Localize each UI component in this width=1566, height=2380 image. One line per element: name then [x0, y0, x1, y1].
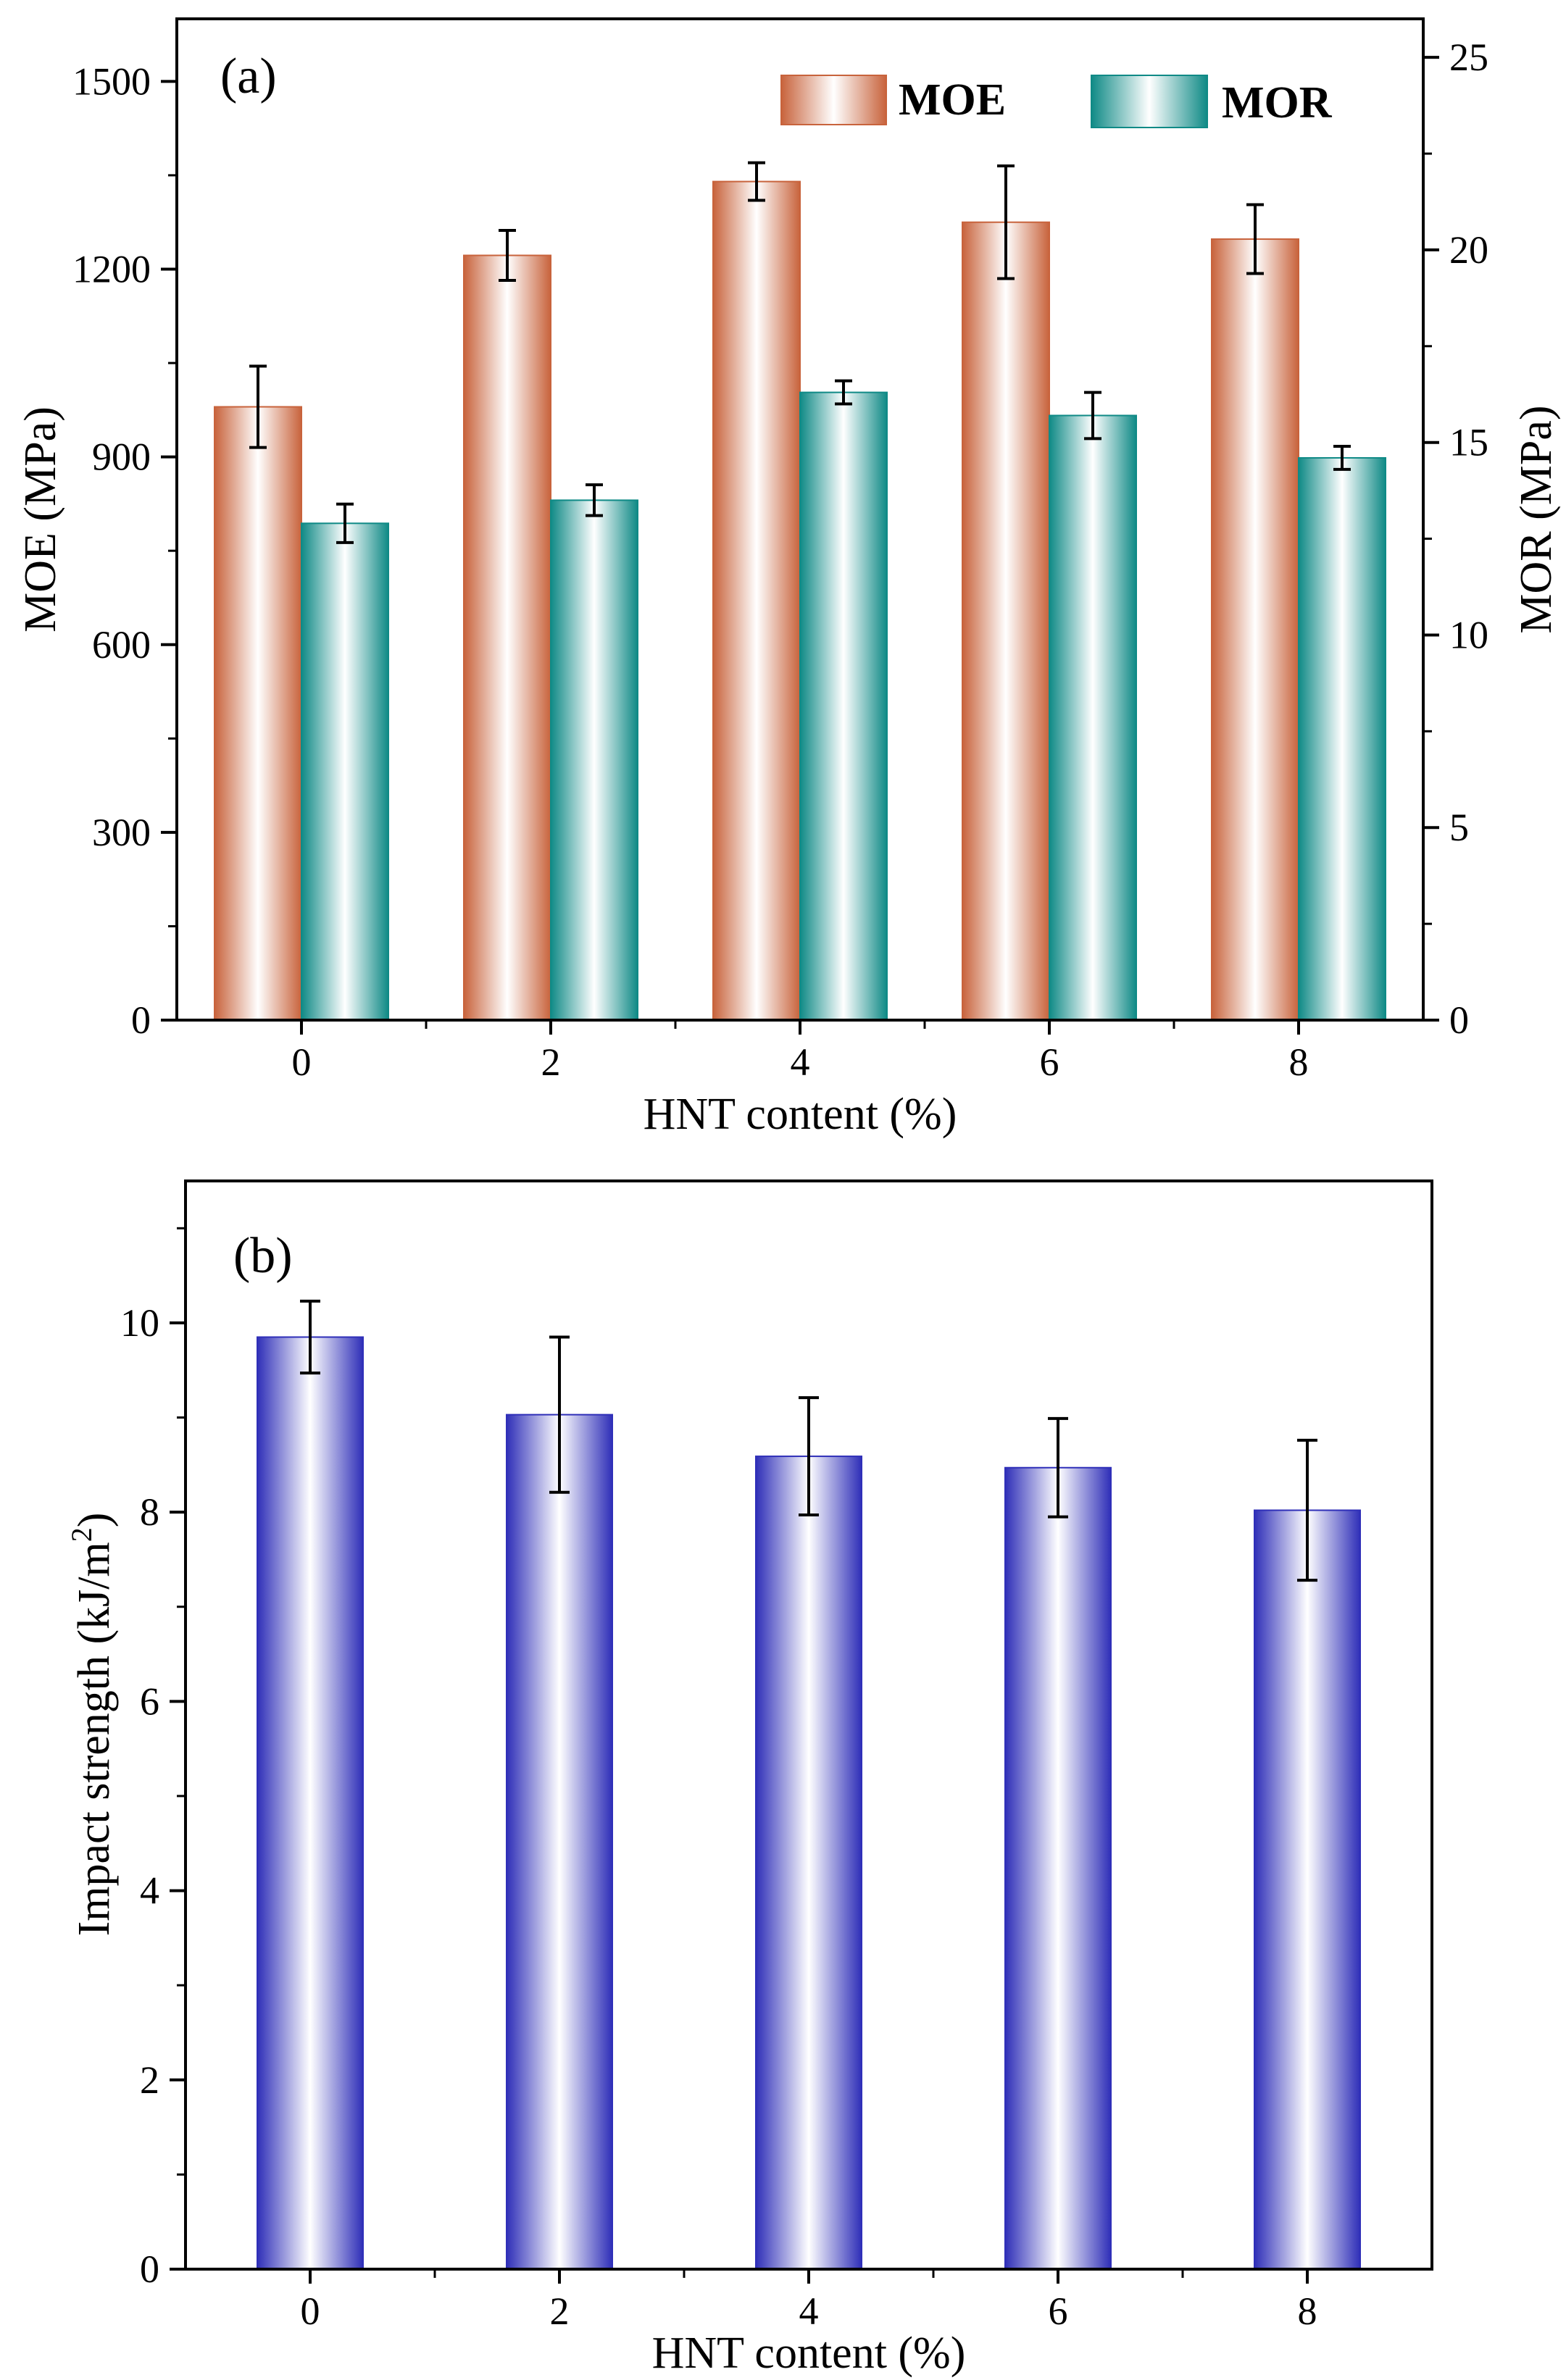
error-bar-moe-6	[997, 164, 1015, 280]
error-bar-impact-6	[1048, 1416, 1068, 1519]
error-bar-impact-4	[799, 1396, 819, 1517]
panel-b-y-axis-title-main: Impact strength (kJ/m	[70, 1542, 119, 1936]
panel-b-bars	[257, 1336, 1361, 2270]
panel-a-x-tick-label-8: 8	[1289, 1040, 1309, 1084]
bar-moe-0	[214, 406, 302, 1021]
panel-a-y-right-tick-label-10: 10	[1449, 613, 1488, 656]
panel-a-y-right-tick-label-15: 15	[1449, 421, 1488, 464]
panel-a-x-tick-label-6: 6	[1040, 1040, 1059, 1084]
error-bar-moe-8	[1246, 203, 1264, 275]
panel-b-x-tick-label-0: 0	[301, 2289, 320, 2333]
error-bar-mor-4	[835, 379, 852, 406]
panel-b-y-tick-label-6: 6	[140, 1679, 159, 1723]
panel-a-error-bars	[249, 161, 1351, 544]
error-bar-mor-0	[336, 502, 354, 544]
panel-a-bars	[214, 180, 1386, 1022]
bar-mor-2	[550, 499, 638, 1021]
bar-mor-8	[1298, 456, 1386, 1021]
panel-b-y-tick-label-10: 10	[120, 1301, 159, 1345]
bar-impact-0	[257, 1336, 364, 2270]
panel-b-label: (b)	[233, 1228, 293, 1284]
bar-impact-8	[1254, 1509, 1361, 2270]
panel-a-y-tick-label-900: 900	[92, 435, 151, 479]
panel-b-y-axis-title: Impact strength (kJ/m2)	[65, 1513, 119, 1937]
error-bar-moe-2	[499, 228, 516, 283]
panel-a-y-right-tick-label-5: 5	[1449, 806, 1469, 849]
panel-b-y-axis-title-sup: 2	[65, 1527, 98, 1542]
error-bar-moe-0	[249, 364, 267, 449]
panel-a-y-axis-title-right: MOR (MPa)	[1512, 405, 1561, 633]
panel-a-y-tick-label-1200: 1200	[72, 248, 151, 291]
legend-label-mor: MOR	[1222, 78, 1333, 128]
error-bar-impact-0	[300, 1299, 320, 1375]
panel-a-x-tick-label-0: 0	[292, 1040, 312, 1084]
error-bar-moe-4	[748, 161, 765, 202]
panel-a-x-axis-title: HNT content (%)	[644, 1090, 957, 1139]
chart-panel-b: 0 2 4 6 8 0 2 4 6 8 10 (b) HNT content (%) Impact …	[65, 1179, 1433, 2378]
panel-a-y-right-tick-label-25: 25	[1449, 36, 1488, 79]
panel-a-x-tick-label-2: 2	[541, 1040, 561, 1084]
panel-a-ticks: 0 2 4 6 8 0 300 600 900 1200 1500 0 5 10 15 20 25	[72, 36, 1488, 1084]
bar-moe-8	[1211, 238, 1299, 1021]
panel-a-y-tick-label-0: 0	[131, 998, 151, 1042]
chart-panel-a: 0 2 4 6 8 0 300 600 900 1200 1500 0 5 10 15 20 25 (a) MO…	[16, 17, 1561, 1139]
panel-a-label: (a)	[220, 49, 277, 104]
panel-a-y-tick-label-600: 600	[92, 623, 151, 667]
panel-b-x-tick-label-4: 4	[799, 2289, 819, 2333]
panel-b-x-tick-label-6: 6	[1049, 2289, 1068, 2333]
panel-a-x-tick-label-4: 4	[791, 1040, 810, 1084]
panel-b-y-axis-title-close: )	[70, 1513, 119, 1528]
error-bar-mor-2	[586, 483, 603, 517]
legend-swatch-mor	[1091, 75, 1208, 128]
legend-label-moe: MOE	[899, 75, 1006, 125]
error-bar-mor-6	[1084, 391, 1101, 440]
error-bar-impact-8	[1297, 1438, 1317, 1582]
legend-swatch-moe	[780, 75, 887, 125]
bar-mor-6	[1049, 414, 1137, 1021]
bar-moe-4	[712, 180, 801, 1022]
panel-a-y-axis-title-left: MOE (MPa)	[16, 406, 65, 632]
panel-a-legend: MOE MOR	[780, 75, 1333, 128]
panel-b-x-tick-label-2: 2	[550, 2289, 570, 2333]
bar-moe-6	[962, 221, 1050, 1021]
panel-b-x-axis-title: HNT content (%)	[652, 2329, 966, 2378]
panel-b-y-tick-label-0: 0	[140, 2247, 159, 2291]
error-bar-mor-8	[1333, 445, 1351, 471]
panel-b-x-tick-label-8: 8	[1298, 2289, 1317, 2333]
bar-impact-6	[1004, 1466, 1112, 2270]
panel-a-y-tick-label-1500: 1500	[72, 59, 151, 103]
bar-impact-2	[506, 1414, 613, 2270]
panel-b-ticks: 0 2 4 6 8 0 2 4 6 8 10	[120, 1227, 1317, 2333]
bar-mor-4	[799, 391, 888, 1021]
panel-b-error-bars	[300, 1299, 1317, 1582]
panel-b-y-tick-label-4: 4	[140, 1869, 159, 1913]
panel-a-y-right-tick-label-20: 20	[1449, 228, 1488, 272]
panel-a-y-tick-label-300: 300	[92, 811, 151, 854]
error-bar-impact-2	[549, 1335, 570, 1494]
panel-b-y-tick-label-2: 2	[140, 2058, 159, 2102]
bar-impact-4	[755, 1456, 862, 2270]
panel-a-y-right-tick-label-0: 0	[1449, 998, 1469, 1042]
bar-mor-0	[301, 522, 389, 1021]
bar-moe-2	[463, 254, 551, 1021]
panel-b-y-tick-label-8: 8	[140, 1490, 159, 1534]
